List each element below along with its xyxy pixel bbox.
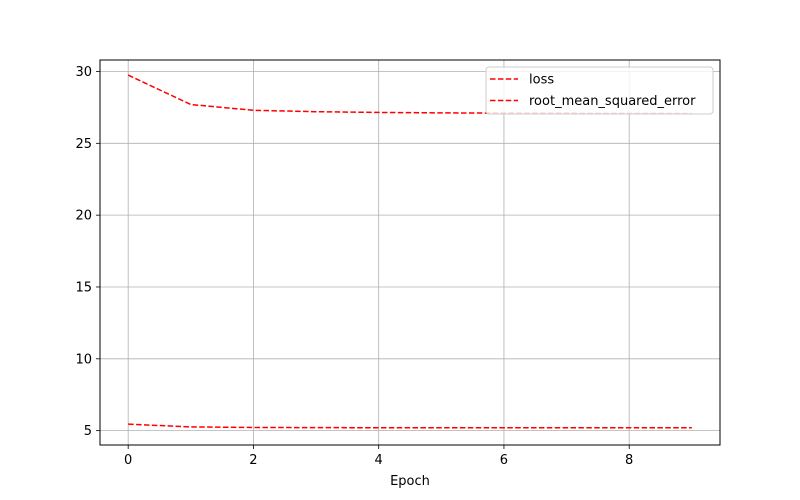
y-tick-label: 30 (75, 65, 92, 80)
legend-box (485, 66, 714, 115)
y-tick-label: 5 (84, 424, 92, 439)
x-tick-label: 4 (375, 453, 383, 468)
x-tick-label: 8 (625, 453, 633, 468)
y-tick-label: 20 (75, 209, 92, 224)
y-tick-label: 15 (75, 280, 92, 295)
x-tick-label: 2 (249, 453, 257, 468)
legend: loss root_mean_squared_error (485, 66, 714, 115)
y-tick-label: 10 (75, 352, 92, 367)
x-tick-label: 6 (500, 453, 508, 468)
x-axis-label: Epoch (390, 474, 430, 489)
legend-label: loss (529, 73, 554, 88)
legend-label: root_mean_squared_error (529, 94, 696, 109)
y-tick-label: 25 (75, 137, 92, 152)
x-tick-label: 0 (124, 453, 132, 468)
series-line-root-mean-squared-error (128, 423, 692, 429)
axis-ticks: 0 2 4 6 8 5 10 15 20 25 30 (75, 65, 633, 468)
plot-frame (99, 59, 721, 446)
